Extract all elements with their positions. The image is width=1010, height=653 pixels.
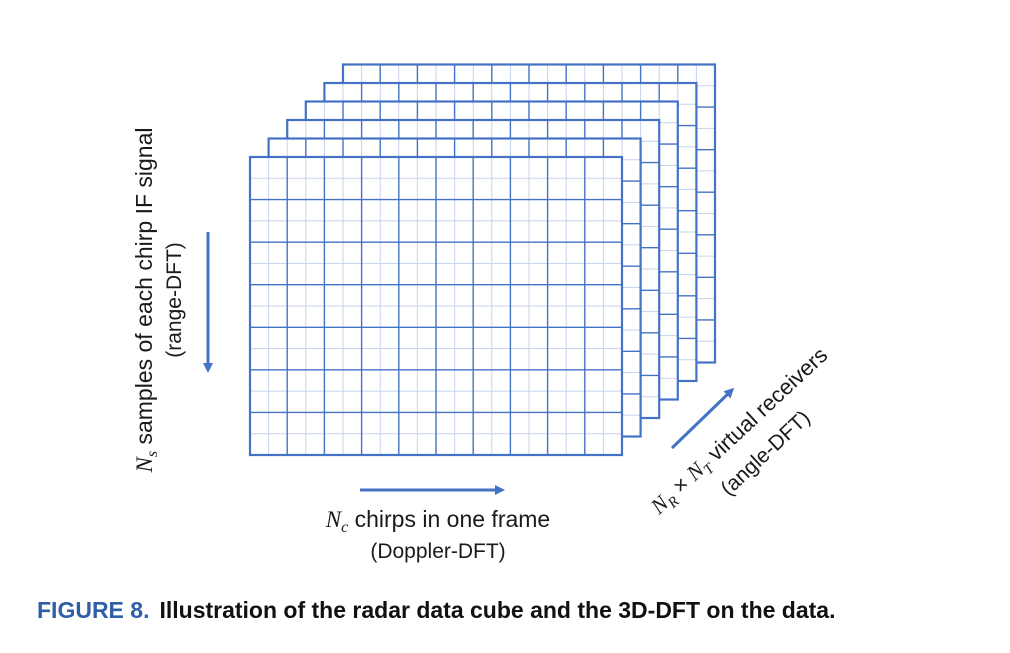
angle-arrow — [670, 387, 735, 450]
doppler-dft-label: (Doppler-DFT) — [370, 540, 505, 563]
data-cube-layers — [248, 63, 717, 457]
range-axis-label: Ns samples of each chirp IF signal — [131, 127, 161, 473]
figure-caption-label: FIGURE 8. — [37, 597, 150, 623]
figure-caption: FIGURE 8. Illustration of the radar data … — [37, 597, 997, 624]
figure-caption-text: Illustration of the radar data cube and … — [159, 597, 836, 623]
doppler-axis-label: Nc chirps in one frame — [325, 506, 550, 536]
range-dft-label: (range-DFT) — [163, 242, 186, 358]
cube-layer — [248, 155, 624, 457]
